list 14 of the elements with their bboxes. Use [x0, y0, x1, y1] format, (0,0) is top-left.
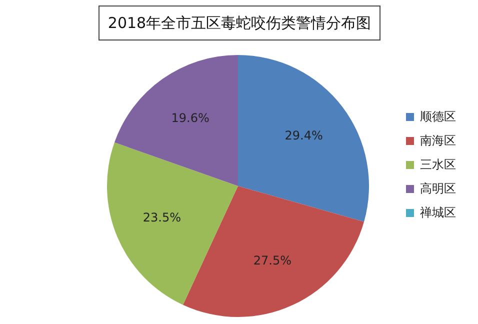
data-label: 29.4% [284, 128, 323, 143]
legend-label: 三水区 [420, 157, 456, 172]
legend-label: 南海区 [420, 133, 456, 148]
legend-label: 高明区 [420, 181, 456, 196]
pie-slice [182, 186, 364, 317]
chart-title: 2018年全市五区毒蛇咬伤类警情分布图 [108, 14, 372, 32]
legend-label: 禅城区 [420, 205, 456, 220]
pie-slice [238, 55, 369, 222]
pie-slice [114, 55, 238, 186]
data-label: 19.6% [171, 110, 210, 125]
data-label: 27.5% [253, 253, 292, 268]
legend-label: 顺德区 [420, 109, 456, 124]
data-label: 23.5% [142, 210, 182, 224]
pie-slice [107, 142, 238, 305]
